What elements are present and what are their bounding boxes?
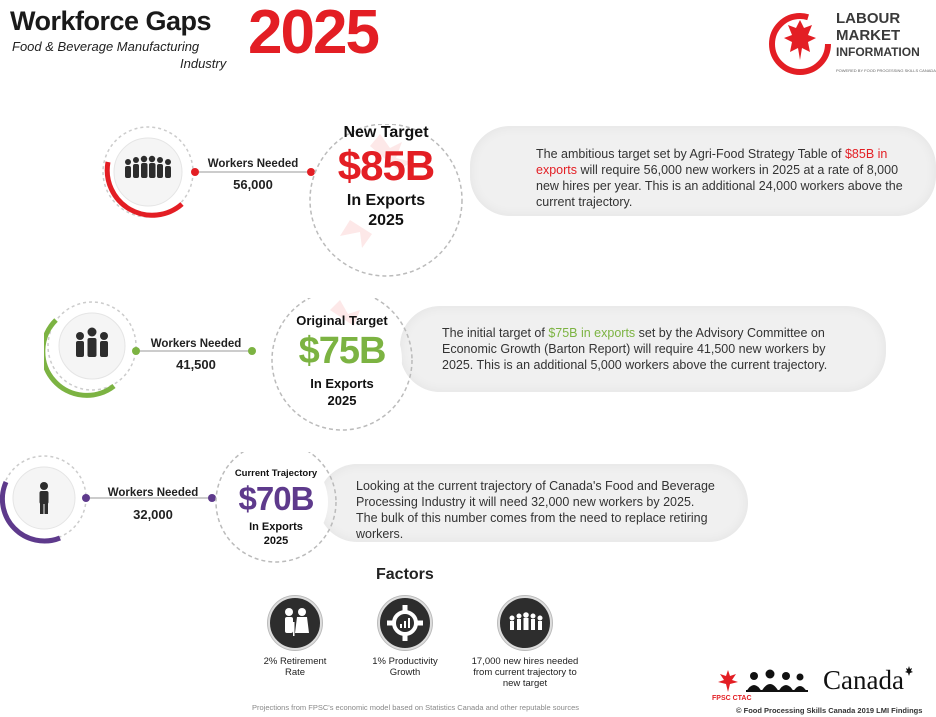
target-year-row3: 2025 bbox=[263, 535, 289, 547]
factor-label-retirement: 2% Retirement Rate bbox=[263, 656, 327, 678]
description-panel-row1 bbox=[470, 126, 936, 216]
page-title: Workforce Gaps bbox=[10, 6, 212, 36]
description-panel-row2 bbox=[400, 306, 886, 392]
lmi-tagline: POWERED BY FOOD PROCESSING SKILLS CANADA bbox=[836, 68, 936, 73]
crowd-icon bbox=[125, 155, 171, 178]
row3-graphic bbox=[0, 452, 337, 563]
group-icon bbox=[76, 327, 108, 357]
target-exports-row3: In Exports bbox=[249, 521, 303, 533]
workers-needed-value-row2: 41,500 bbox=[176, 357, 216, 372]
canada-wordmark: Canada bbox=[823, 665, 904, 695]
description-text-row1: The ambitious target set by Agri-Food St… bbox=[536, 147, 903, 209]
crowd-icon bbox=[498, 596, 552, 650]
target-label-row2: Original Target bbox=[296, 313, 388, 328]
target-label-row1: New Target bbox=[343, 124, 429, 141]
fpsc-text: FPSC CTAC bbox=[712, 695, 752, 702]
target-exports-row1: In Exports bbox=[346, 192, 426, 209]
footnote: Projections from FPSC's economic model b… bbox=[252, 703, 580, 712]
factor-label-productivity: 1% Productivity Growth bbox=[372, 656, 438, 678]
workers-needed-label-row3: Workers Needed bbox=[107, 487, 199, 499]
factor-label-new-hires: 17,000 new hires needed from current tra… bbox=[471, 656, 579, 689]
workers-needed-label-row1: Workers Needed bbox=[207, 158, 299, 170]
person-icon bbox=[39, 482, 49, 514]
lmi-logo-text: LABOUR MARKET INFORMATION bbox=[836, 10, 920, 59]
target-year-row1: 2025 bbox=[368, 212, 404, 229]
page-year: 2025 bbox=[248, 0, 380, 67]
elderly-couple-icon bbox=[268, 596, 322, 650]
workers-needed-value-row3: 32,000 bbox=[133, 507, 173, 522]
target-amount-row3: $70B bbox=[238, 480, 315, 517]
canada-flag-icon bbox=[902, 664, 916, 678]
row2-graphic bbox=[44, 298, 413, 431]
target-exports-row2: In Exports bbox=[310, 376, 374, 391]
target-amount-row1: $85B bbox=[337, 142, 435, 189]
description-text-row2: The initial target of $75B in exports se… bbox=[442, 326, 828, 372]
description-panel-row3 bbox=[318, 464, 748, 542]
workers-needed-value-row1: 56,000 bbox=[233, 177, 273, 192]
factors-title: Factors bbox=[376, 566, 434, 583]
target-label-row3: Current Trajectory bbox=[234, 468, 318, 479]
fpsc-logo-icon bbox=[718, 669, 808, 692]
target-amount-row2: $75B bbox=[298, 330, 387, 372]
workers-needed-label-row2: Workers Needed bbox=[150, 338, 242, 350]
target-year-row2: 2025 bbox=[327, 393, 357, 408]
copyright: © Food Processing Skills Canada 2019 LMI… bbox=[736, 706, 923, 715]
page-subtitle-industry: Industry bbox=[180, 56, 227, 71]
gear-chart-icon bbox=[378, 596, 432, 650]
page-subtitle: Food & Beverage Manufacturing bbox=[12, 39, 200, 54]
maple-leaf-logo-icon bbox=[769, 13, 831, 75]
row1-graphic bbox=[102, 124, 463, 277]
description-text-row3: Looking at the current trajectory of Can… bbox=[356, 479, 715, 541]
